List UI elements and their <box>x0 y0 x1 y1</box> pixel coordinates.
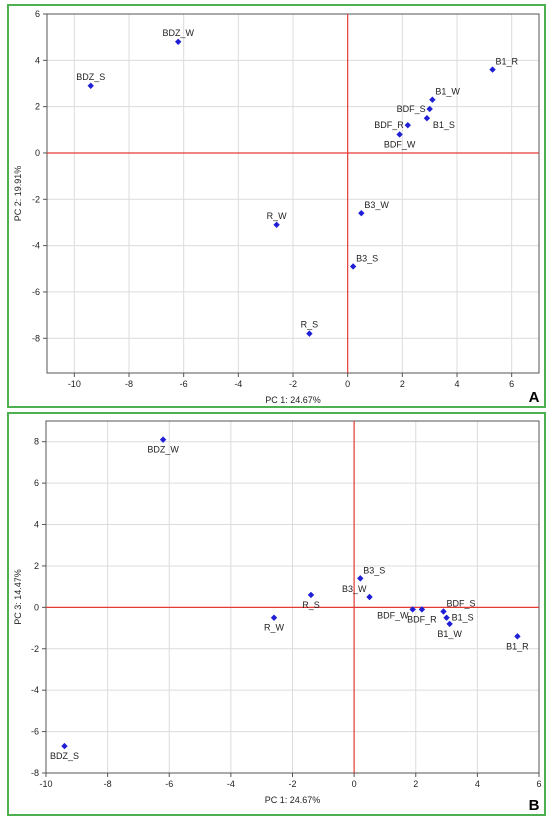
data-point <box>175 38 182 45</box>
data-point-label: R_W <box>264 623 285 633</box>
y-tick-label: -2 <box>32 194 40 204</box>
y-tick-label: 0 <box>34 602 39 612</box>
x-tick-label: 2 <box>400 379 405 389</box>
y-tick-label: -8 <box>32 333 40 343</box>
y-tick-label: 6 <box>34 478 39 488</box>
y-tick-label: -6 <box>32 287 40 297</box>
data-point-label: R_S <box>302 600 320 610</box>
data-point <box>366 593 373 601</box>
x-tick-label: 0 <box>352 779 357 789</box>
x-tick-label: 6 <box>509 379 514 389</box>
x-axis-label: PC 1: 24.67% <box>265 795 321 805</box>
x-tick-label: -8 <box>104 779 112 789</box>
x-tick-label: -4 <box>227 779 235 789</box>
data-point-label: B3_W <box>342 584 367 594</box>
data-point <box>440 608 447 615</box>
data-point-label: BDF_W <box>377 610 409 620</box>
x-tick-label: 6 <box>536 779 541 789</box>
x-tick-label: -10 <box>68 379 81 389</box>
data-point <box>404 121 411 129</box>
y-tick-label: 8 <box>34 437 39 447</box>
data-point-label: B1_S <box>452 613 474 623</box>
data-point-label: BDZ_S <box>76 72 105 82</box>
chart-panel-b: -10 -8 -6 -4 -2 0 2 4 6 -8 -6 -4 -2 0 2 4 6 8 PC 1: 24.67%… <box>7 412 546 816</box>
data-point <box>61 742 68 750</box>
y-axis-label: PC 3: 14.47% <box>13 569 23 625</box>
data-point-label: BDF_S <box>397 104 426 114</box>
x-tick-label: 4 <box>454 379 459 389</box>
x-tick-label: -6 <box>165 779 173 789</box>
x-tick-label: -6 <box>180 379 188 389</box>
data-point <box>429 96 436 103</box>
data-point <box>423 115 431 122</box>
data-point <box>489 66 496 73</box>
data-point <box>307 591 315 599</box>
data-point-label: B1_S <box>433 120 455 130</box>
data-point-label: B3_W <box>364 200 389 210</box>
data-point <box>358 209 365 217</box>
data-point-label: B1_W <box>437 629 462 639</box>
x-tick-label: 2 <box>413 779 418 789</box>
y-tick-label: -8 <box>31 768 39 778</box>
data-point <box>426 105 433 113</box>
y-tick-label: 6 <box>35 9 40 19</box>
x-tick-label: -2 <box>289 379 297 389</box>
data-point <box>514 633 521 640</box>
x-tick-label: -2 <box>288 779 296 789</box>
data-point <box>270 614 278 621</box>
data-point-label: BDZ_W <box>162 28 194 38</box>
data-point-label: B1_W <box>435 87 460 97</box>
data-point-label: R_S <box>301 320 319 330</box>
data-point-label: B1_R <box>496 57 519 67</box>
data-point-label: B1_R <box>506 641 529 651</box>
y-tick-label: 2 <box>35 102 40 112</box>
x-tick-label: 4 <box>475 779 480 789</box>
x-tick-label: -8 <box>125 379 133 389</box>
data-point <box>349 263 357 270</box>
data-point-label: BDZ_S <box>50 751 79 761</box>
x-tick-label: -4 <box>234 379 242 389</box>
y-tick-label: -4 <box>31 685 39 695</box>
data-point-label: B3_S <box>363 565 385 575</box>
data-point <box>396 131 403 138</box>
scatter-plot-a: -10 -8 -6 -4 -2 0 2 4 6 -8 -6 -4 -2 0 2 4 6 PC 1: 24.67% P… <box>13 9 540 406</box>
data-point-label: BDF_S <box>446 598 475 608</box>
y-tick-label: 0 <box>35 148 40 158</box>
data-point <box>443 614 450 621</box>
y-tick-label: 4 <box>35 55 40 65</box>
data-point <box>159 436 167 443</box>
data-point-label: BDZ_W <box>147 445 179 455</box>
data-point <box>306 330 313 337</box>
data-point-label: BDF_R <box>407 614 437 624</box>
y-tick-label: 2 <box>34 561 39 571</box>
y-tick-label: -6 <box>31 727 39 737</box>
data-point-label: R_W <box>267 211 288 221</box>
data-point <box>357 575 364 582</box>
y-tick-label: -4 <box>32 241 40 251</box>
data-point-label: BDF_W <box>384 139 416 149</box>
panel-label: A <box>529 389 540 406</box>
data-point <box>273 221 280 228</box>
x-axis-label: PC 1: 24.67% <box>265 395 321 405</box>
data-point-label: B3_S <box>356 253 378 263</box>
y-tick-label: 4 <box>34 520 39 530</box>
x-tick-label: 0 <box>345 379 350 389</box>
y-tick-label: -2 <box>31 644 39 654</box>
y-axis-label: PC 2: 19.91% <box>13 166 23 222</box>
data-point-label: BDF_R <box>374 120 404 130</box>
x-tick-label: -10 <box>39 779 52 789</box>
panel-label: B <box>529 797 540 814</box>
data-point <box>87 82 94 89</box>
chart-panel-a: -10 -8 -6 -4 -2 0 2 4 6 -8 -6 -4 -2 0 2 4 6 PC 1: 24.67% P… <box>7 4 546 408</box>
